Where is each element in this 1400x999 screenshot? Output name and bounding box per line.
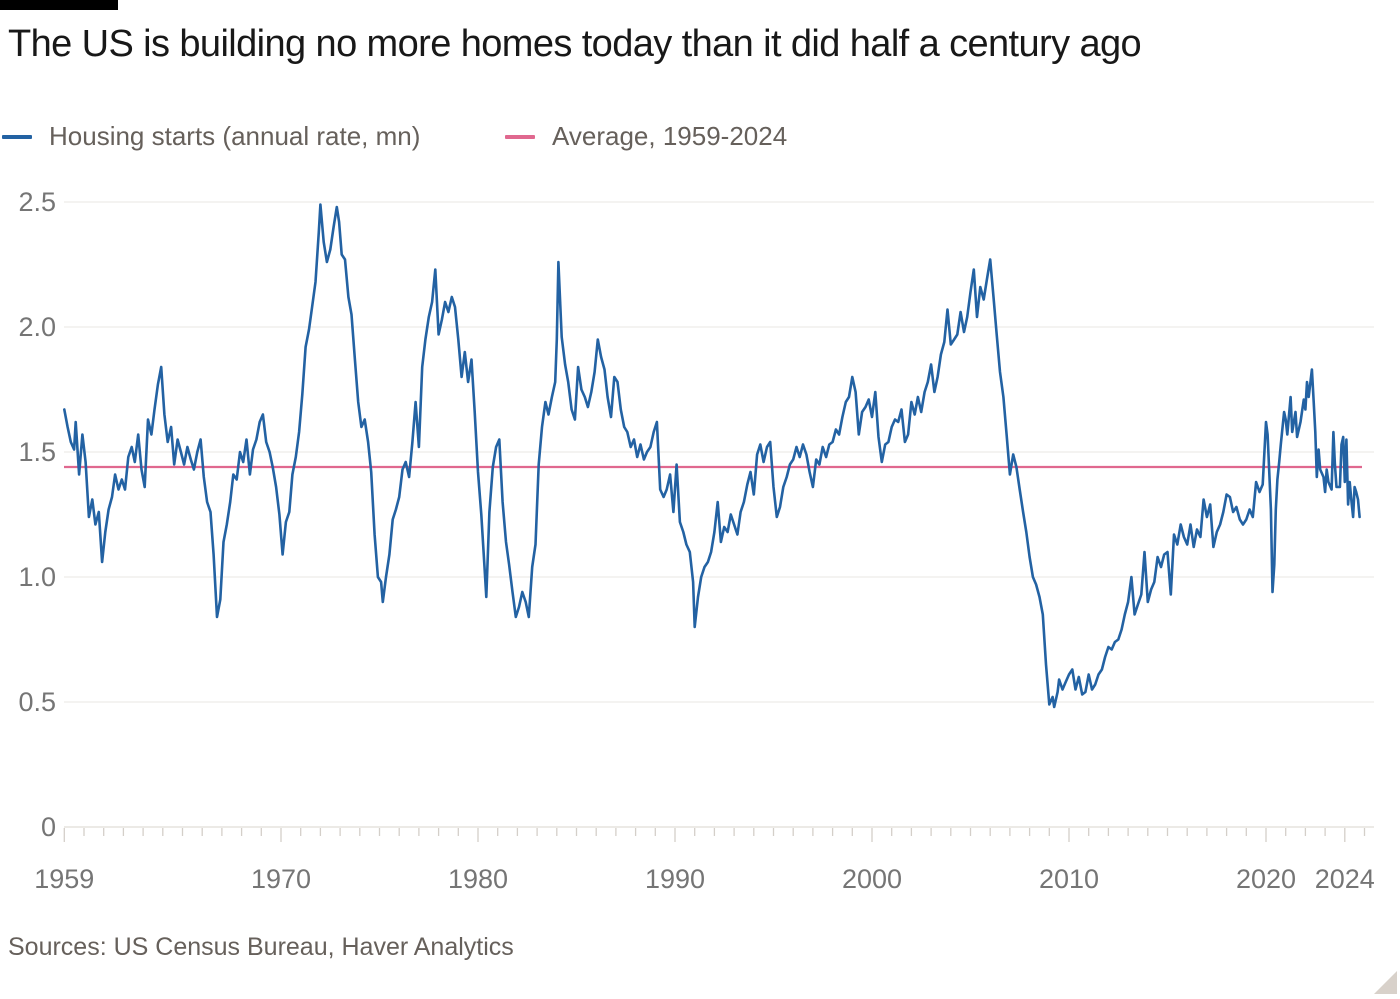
x-tick-label: 2000 [842, 864, 902, 894]
housing-starts-line-swatch-icon [2, 134, 32, 139]
x-tick-label: 1990 [645, 864, 705, 894]
legend-label-average: Average, 1959-2024 [552, 121, 788, 151]
chart-title: The US is building no more homes today t… [8, 23, 1142, 65]
y-tick-label: 1.5 [18, 437, 56, 467]
y-tick-label: 2.5 [18, 187, 56, 217]
x-tick-label: 1970 [251, 864, 311, 894]
source-note: Sources: US Census Bureau, Haver Analyti… [8, 933, 514, 961]
x-tick-label: 1959 [34, 864, 94, 894]
x-axis-labels: 1959 1970 1980 1990 2000 2010 2020 2024 [34, 864, 1375, 894]
legend-item-housing-starts: Housing starts (annual rate, mn) [2, 121, 420, 152]
housing-starts-series-line [63, 203, 1361, 709]
legend-label-housing-starts: Housing starts (annual rate, mn) [49, 121, 421, 151]
x-axis-ticks [63, 828, 1366, 842]
average-line-swatch-icon [505, 134, 535, 139]
resize-handle-icon[interactable] [1374, 971, 1397, 994]
brand-bar [0, 0, 118, 10]
y-tick-label: 2.0 [18, 312, 56, 342]
x-tick-label: 1980 [448, 864, 508, 894]
x-tick-label: 2010 [1039, 864, 1099, 894]
legend-item-average: Average, 1959-2024 [505, 121, 787, 152]
y-tick-label: 0 [41, 812, 56, 842]
legend: Housing starts (annual rate, mn) Average… [2, 121, 1398, 153]
y-axis-labels: 0 0.5 1.0 1.5 2.0 2.5 [18, 187, 56, 842]
x-tick-label: 2020 [1236, 864, 1296, 894]
y-tick-label: 0.5 [18, 687, 56, 717]
x-tick-label: 2024 [1315, 864, 1375, 894]
y-tick-label: 1.0 [18, 562, 56, 592]
